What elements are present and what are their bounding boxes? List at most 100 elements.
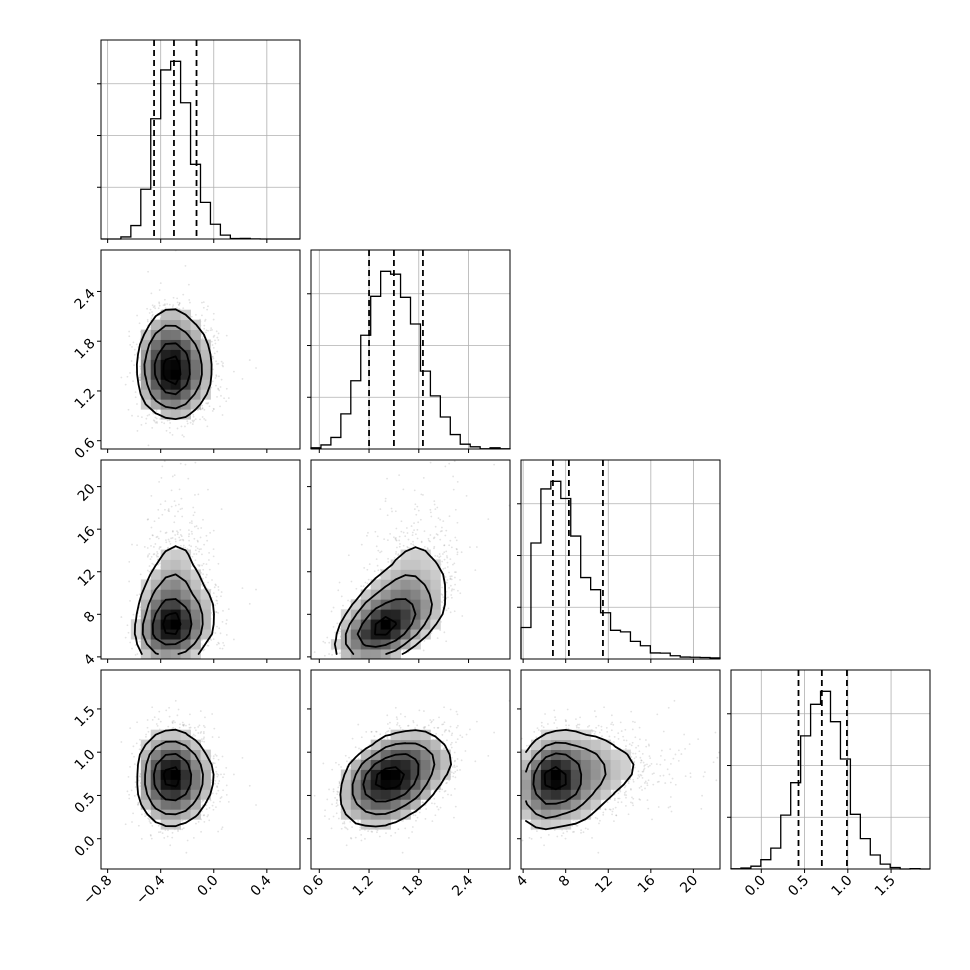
scatter-point <box>205 573 208 576</box>
scatter-point <box>192 514 195 517</box>
scatter-point <box>193 525 196 528</box>
scatter-point <box>158 304 161 307</box>
scatter-point <box>146 547 149 549</box>
scatter-point <box>146 318 149 321</box>
density-cell <box>170 349 181 360</box>
scatter-point <box>215 599 218 602</box>
scatter-point <box>212 638 215 641</box>
scatter-point <box>131 345 133 348</box>
scatter-point <box>219 386 222 388</box>
scatter-point <box>148 565 151 567</box>
scatter-point <box>206 539 209 542</box>
contour-level-3 <box>136 308 213 420</box>
scatter-point <box>138 640 141 643</box>
scatter-point <box>164 500 167 503</box>
density-cell <box>150 359 162 370</box>
scatter-point <box>148 312 151 314</box>
scatter-point <box>151 562 154 565</box>
scatter-point <box>154 416 157 419</box>
scatter-point <box>168 426 171 429</box>
hist-panel-0 <box>97 39 301 240</box>
scatter-point <box>198 564 201 567</box>
scatter-point <box>248 359 251 361</box>
scatter-point <box>166 446 168 448</box>
scatter-point <box>168 303 171 306</box>
scatter-point <box>216 599 219 602</box>
scatter-point <box>157 555 160 558</box>
scatter-point <box>191 423 194 425</box>
scatter-point <box>150 317 153 319</box>
scatter-point <box>212 312 215 315</box>
scatter-point <box>176 297 179 300</box>
scatter-point <box>220 360 223 363</box>
density-cell <box>170 359 181 370</box>
density-cell <box>180 369 191 380</box>
scatter-point <box>158 301 161 304</box>
scatter-point <box>227 397 230 399</box>
scatter-point <box>181 538 184 541</box>
scatter-point <box>193 553 195 555</box>
scatter-point <box>140 416 143 419</box>
scatter-point <box>167 546 169 549</box>
scatter-point <box>138 593 141 596</box>
density-cell <box>150 319 162 330</box>
scatter-point <box>206 402 209 405</box>
scatter-point <box>195 525 198 527</box>
density-cell <box>140 369 152 380</box>
scatter-point <box>216 602 219 605</box>
panel-frame <box>730 669 931 870</box>
scatter-point <box>173 474 176 477</box>
scatter-point <box>219 647 221 650</box>
scatter-point <box>198 550 200 553</box>
scatter-point <box>146 518 149 521</box>
scatter-point <box>217 589 220 591</box>
density-cell <box>160 399 172 410</box>
scatter-point <box>192 454 194 456</box>
scatter-point <box>188 299 191 301</box>
scatter-point <box>158 547 161 550</box>
scatter-point <box>120 376 123 379</box>
scatter-point <box>155 420 158 423</box>
scatter-point <box>157 517 160 520</box>
scatter-point <box>173 521 176 524</box>
scatter-point <box>158 546 161 549</box>
scatter-point <box>191 522 193 525</box>
scatter-point <box>132 341 135 344</box>
scatter-point <box>176 427 179 430</box>
scatter-point <box>180 425 183 428</box>
scatter-point <box>176 301 179 304</box>
scatter-point <box>137 415 139 418</box>
scatter-point <box>181 515 184 518</box>
scatter-point <box>170 505 173 508</box>
scatter-point <box>199 536 202 539</box>
scatter-point <box>192 413 195 416</box>
scatter-point <box>178 302 181 304</box>
scatter-point <box>151 534 154 537</box>
scatter-point <box>168 510 171 513</box>
scatter-point <box>147 518 149 521</box>
scatter-point <box>171 537 174 539</box>
histogram-1 <box>310 270 511 450</box>
scatter-point <box>148 537 151 540</box>
density-cell <box>180 409 191 420</box>
density-cell <box>160 309 172 321</box>
scatter-point <box>200 548 202 550</box>
scatter-point <box>148 413 151 416</box>
scatter-point <box>189 421 192 424</box>
scatter-point <box>225 387 228 390</box>
scatter-point <box>215 384 217 387</box>
density-cell <box>190 329 201 340</box>
scatter-point <box>217 562 220 565</box>
scatter-point <box>128 560 131 563</box>
scatter-point <box>211 380 214 383</box>
scatter-point <box>155 536 158 539</box>
scatter-point <box>200 639 203 642</box>
scatter-point <box>213 334 216 337</box>
scatter-point <box>212 346 215 349</box>
scatter-point <box>131 414 133 417</box>
density-cell <box>160 389 172 400</box>
scatter-point <box>149 308 152 311</box>
scatter-point <box>220 378 223 381</box>
scatter-point <box>202 518 204 521</box>
scatter-point <box>128 580 131 583</box>
